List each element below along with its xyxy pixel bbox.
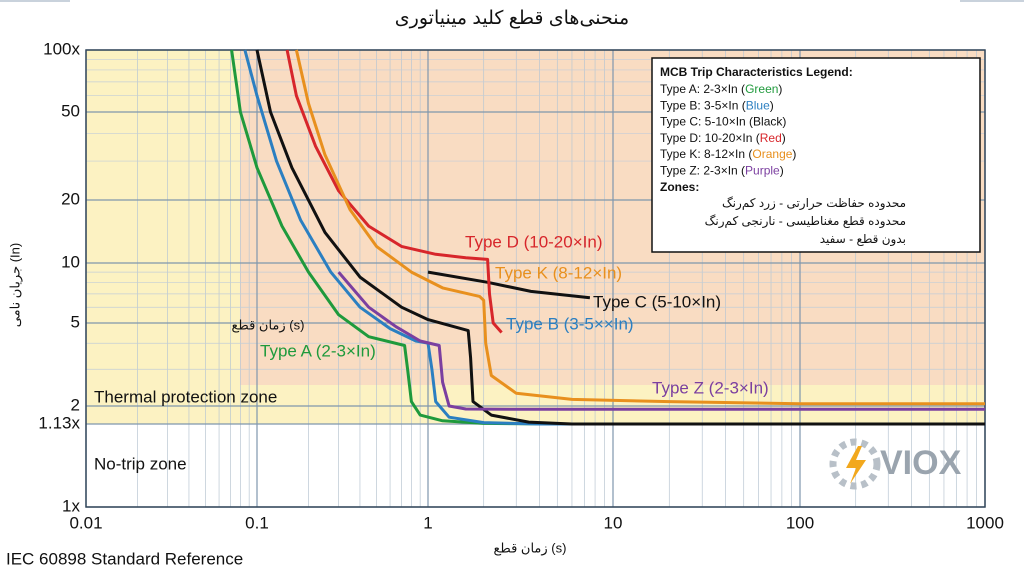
- annotation: زمان قطع (s): [232, 317, 305, 333]
- y-tick-label: 50: [61, 101, 80, 120]
- x-tick-label: 0.1: [245, 513, 269, 532]
- plot-frame: [85, 49, 986, 508]
- legend-entry-text: Type B: 3-5×In (: [660, 98, 746, 112]
- legend-entry-text: ): [792, 147, 796, 161]
- legend-entry: Type Z: 2-3×In (Purple): [660, 164, 784, 178]
- legend-color-word: Black: [753, 115, 783, 129]
- legend-entry-text: ): [780, 164, 784, 178]
- y-axis-label: جریان نامی (In): [7, 243, 23, 327]
- legend-zone: محدوده حفاظت حرارتی - زرد کم‌رنگ: [722, 196, 906, 211]
- legend-entry: Type A: 2-3×In (Green): [660, 82, 782, 96]
- curve-label: Type C (5-10×In): [593, 292, 721, 311]
- legend-color-word: Purple: [745, 164, 780, 178]
- x-tick-label: 100: [786, 513, 814, 532]
- logo-gear: [829, 438, 881, 490]
- x-tick-label: 1000: [966, 513, 1004, 532]
- legend-entry-text: ): [770, 98, 774, 112]
- legend-entry-text: Type C: 5-10×In (: [660, 115, 753, 129]
- trip-curve: [285, 49, 503, 334]
- legend-color-word: Green: [745, 82, 778, 96]
- legend-entry-text: ): [782, 115, 786, 129]
- curve-label: Type D (10-20×In): [465, 232, 603, 251]
- legend-box: [651, 57, 981, 253]
- legend-entry: Type D: 10-20×In (Red): [660, 131, 786, 145]
- legend-entry: Type K: 8-12×In (Orange): [660, 147, 796, 161]
- y-tick-label: 20: [61, 189, 80, 208]
- legend-entry-text: Type K: 8-12×In (: [660, 147, 752, 161]
- zone-label: Thermal protection zone: [94, 387, 277, 406]
- watermark-logo: VIOX: [829, 438, 962, 490]
- legend-title: MCB Trip Characteristics Legend:: [660, 65, 853, 79]
- trip-curve: [337, 271, 985, 411]
- legend-color-word: Blue: [746, 98, 770, 112]
- legend-zone: محدوده قطع مغناطیسی - نارنجی کم‌رنگ: [705, 214, 906, 229]
- curve-label: Type K (8-12×In): [495, 263, 622, 282]
- curve-label: Type B (3-5××In): [506, 314, 634, 333]
- x-tick-label: 0.01: [69, 513, 102, 532]
- y-tick-label: 100x: [43, 39, 80, 58]
- y-tick-label: 1x: [62, 496, 80, 515]
- legend-color-word: Orange: [752, 147, 792, 161]
- curve-label: Type Z (2-3×In): [652, 378, 769, 397]
- zone-label: No-trip zone: [94, 454, 187, 473]
- legend-entry-text: Type Z: 2-3×In (: [660, 164, 745, 178]
- y-tick-label: 1.13x: [38, 413, 80, 432]
- legend-entry: Type B: 3-5×In (Blue): [660, 98, 774, 112]
- y-tick-label: 10: [61, 252, 80, 271]
- logo-bolt: [846, 446, 866, 484]
- legend-entry: Type C: 5-10×In (Black): [660, 115, 786, 129]
- x-tick-label: 1: [423, 513, 432, 532]
- x-axis-label: زمان قطع (s): [494, 540, 567, 556]
- trip-curve: [230, 49, 985, 426]
- legend-entry-text: ): [782, 131, 786, 145]
- watermark: VIOX: [880, 444, 962, 482]
- curve-label: Type A (2-3×In): [260, 341, 376, 360]
- legend-entry-text: ): [778, 82, 782, 96]
- page-title: منحنی‌های قطع کلید مینیاتوری: [395, 8, 629, 29]
- legend-zone: بدون قطع - سفید: [820, 232, 906, 247]
- legend-entry-text: Type D: 10-20×In (: [660, 131, 760, 145]
- x-tick-label: 10: [604, 513, 623, 532]
- legend-entry-text: Type A: 2-3×In (: [660, 82, 745, 96]
- y-tick-label: 5: [71, 312, 80, 331]
- legend-color-word: Red: [760, 131, 782, 145]
- footer: IEC 60898 Standard Reference: [6, 549, 243, 568]
- trip-curve: [243, 49, 985, 426]
- trip-curve: [294, 49, 985, 406]
- legend-zones-title: Zones:: [660, 180, 699, 194]
- trip-curve: [255, 49, 985, 426]
- y-tick-label: 2: [71, 395, 80, 414]
